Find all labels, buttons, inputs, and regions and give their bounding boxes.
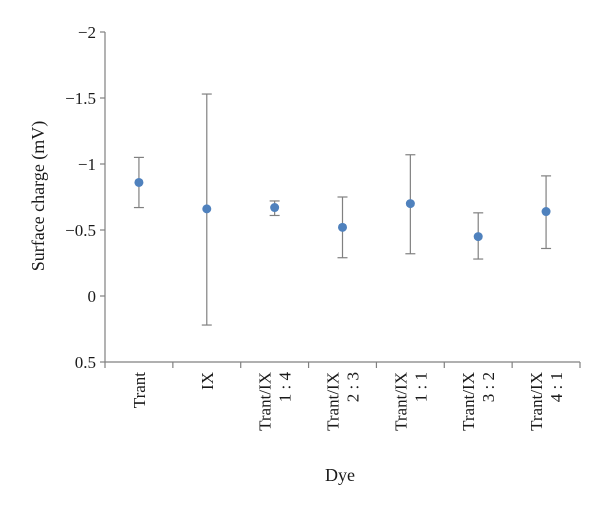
y-tick-label: −0.5 [65,221,96,240]
x-category-label: Trant/IX [527,372,546,431]
x-category-label: 4 : 1 [547,372,566,402]
data-point [134,177,144,187]
y-tick-label: −1.5 [65,89,96,108]
y-axis-title: Surface charge (mV) [28,121,49,272]
data-point [202,204,212,214]
error-bars [133,93,552,326]
x-category-label: Trant [130,372,149,408]
data-point [338,222,347,232]
data-points [134,177,551,242]
data-point [405,199,415,209]
y-tick-label: −2 [78,23,96,42]
x-category-label: Trant/IX [256,372,275,431]
x-category-label: Trant/IX [324,372,343,431]
data-point [270,203,280,213]
x-category-label: 3 : 2 [479,372,498,402]
data-point [473,232,483,242]
x-category-label: 2 : 3 [344,372,363,402]
y-tick-label: 0.5 [75,353,96,372]
y-tick-label: 0 [88,287,97,306]
x-category-label: 1 : 1 [411,372,430,402]
x-category-label: Trant/IX [391,372,410,431]
y-tick-label: −1 [78,155,96,174]
axes [104,32,580,363]
x-category-label: Trant/IX [459,372,478,431]
x-category-label: 1 : 4 [276,372,295,403]
x-axis-ticks: Trant IX Trant/IX 1 : 4 Trant/IX 2 : 3 Trant/I… [104,362,581,431]
x-category-label: IX [198,372,217,390]
x-axis-title: Dye [325,465,355,485]
y-axis-ticks: −2 −1.5 −1 −0.5 0 0.5 [65,23,105,372]
data-point [541,207,551,217]
